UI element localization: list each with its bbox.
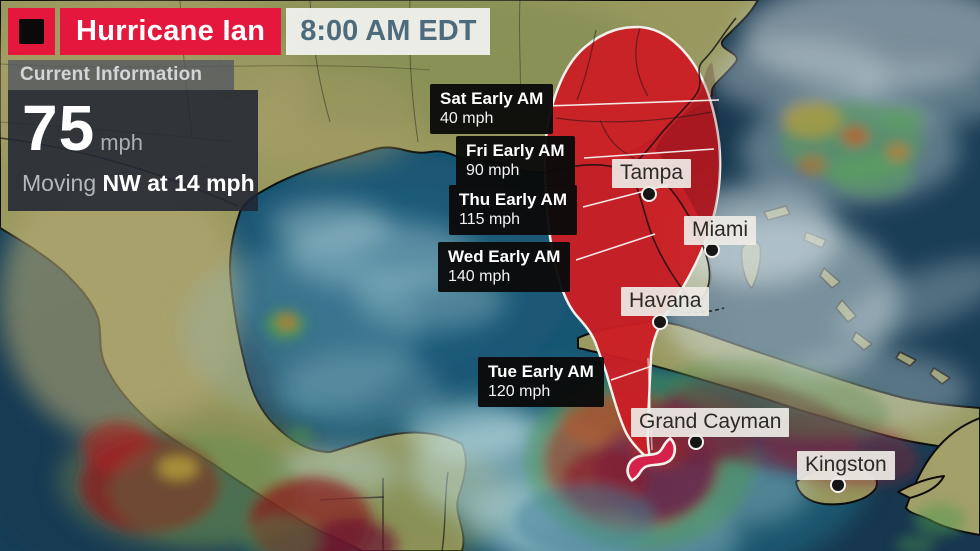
forecast-time: Fri Early AM (466, 141, 565, 160)
forecast-label-thu: Thu Early AM 115 mph (449, 185, 577, 235)
forecast-time: Sat Early AM (440, 89, 544, 108)
city-dot-tampa (641, 186, 657, 202)
forecast-label-fri: Fri Early AM 90 mph (456, 136, 575, 186)
tropical-storm-icon (626, 437, 677, 482)
cone-state-borders (555, 27, 713, 159)
radar-overlay (80, 102, 966, 551)
moving-value: NW at 14 mph (102, 170, 255, 196)
city-label-kingston: Kingston (797, 451, 895, 480)
city-label-grand-cayman: Grand Cayman (631, 408, 790, 437)
forecast-time: Wed Early AM (448, 247, 561, 266)
forecast-wind: 90 mph (466, 162, 520, 179)
forecast-time: Tue Early AM (488, 362, 594, 381)
forecast-label-tue: Tue Early AM 120 mph (478, 357, 604, 407)
current-info-body: 75 mph Moving NW at 14 mph (8, 90, 258, 211)
current-info-panel: Current Information 75 mph Moving NW at … (8, 60, 258, 211)
timestamp: 8:00 AM EDT (286, 8, 491, 55)
forecast-wind: 40 mph (440, 110, 494, 127)
city-dot-havana (652, 314, 668, 330)
forecast-wind: 115 mph (459, 211, 521, 228)
forecast-label-wed: Wed Early AM 140 mph (438, 242, 571, 292)
forecast-wind: 140 mph (448, 268, 511, 285)
forecast-wind: 120 mph (488, 383, 551, 400)
forecast-time: Thu Early AM (459, 190, 567, 209)
city-label-havana: Havana (621, 287, 710, 316)
moving-label: Moving (22, 170, 97, 196)
top-banner: Hurricane Ian 8:00 AM EDT (8, 8, 491, 55)
wind-speed-value: 75 (22, 92, 96, 164)
network-logo-inner-square (19, 19, 44, 44)
city-label-miami: Miami (684, 216, 756, 245)
wind-speed-unit: mph (100, 130, 143, 155)
current-info-header: Current Information (8, 60, 234, 90)
storm-title: Hurricane Ian (60, 8, 282, 55)
forecast-label-sat: Sat Early AM 40 mph (430, 84, 554, 134)
city-label-tampa: Tampa (612, 159, 692, 188)
land-haiti-peninsula (897, 475, 945, 499)
network-logo-icon (8, 8, 55, 55)
